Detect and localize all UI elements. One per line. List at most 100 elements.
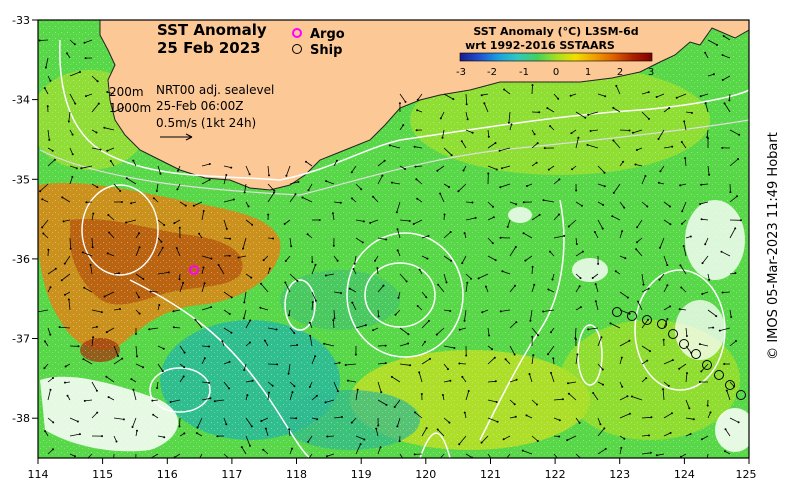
- current-arrow: [699, 343, 709, 347]
- current-arrow: [658, 129, 665, 140]
- current-arrow: [345, 363, 357, 366]
- current-arrow-head: [405, 280, 408, 283]
- current-arrow-head: [409, 364, 412, 367]
- current-arrow-head: [101, 435, 103, 438]
- current-arrow: [663, 255, 668, 266]
- current-arrow-head: [439, 192, 442, 195]
- current-arrow: [241, 446, 247, 455]
- current-arrow: [377, 175, 383, 185]
- current-arrow: [681, 287, 687, 293]
- current-arrow: [553, 179, 560, 185]
- current-arrow-head: [275, 328, 278, 331]
- current-arrow: [443, 273, 447, 283]
- current-arrow-head: [377, 424, 380, 427]
- current-arrow-head: [311, 301, 314, 304]
- current-arrow-head: [546, 107, 549, 110]
- current-arrow: [700, 201, 709, 205]
- current-arrow-head: [499, 310, 502, 313]
- current-arrow: [575, 237, 578, 245]
- current-arrow-head: [203, 357, 206, 360]
- current-arrow-head: [290, 245, 293, 248]
- current-arrow: [729, 195, 738, 203]
- current-arrow-head: [525, 414, 528, 417]
- current-arrow-head: [531, 335, 534, 338]
- current-arrow-head: [449, 379, 452, 382]
- current-arrow-head: [448, 186, 450, 188]
- current-arrow: [613, 140, 621, 149]
- current-arrow: [414, 412, 423, 419]
- current-arrow: [395, 309, 401, 315]
- current-arrow: [613, 183, 621, 194]
- current-arrow-head: [225, 227, 228, 230]
- current-arrow: [641, 175, 646, 185]
- argo-legend-label: Argo: [310, 27, 345, 42]
- current-arrow-head: [60, 279, 63, 282]
- current-arrow-head: [739, 219, 742, 222]
- current-arrow-head: [130, 202, 133, 205]
- current-arrow-head: [493, 356, 496, 359]
- current-arrow: [377, 362, 386, 365]
- current-arrow-head: [603, 185, 606, 188]
- current-arrow: [587, 144, 599, 149]
- current-arrow-head: [515, 203, 518, 206]
- current-arrow-head: [721, 291, 724, 294]
- current-arrow-head: [728, 99, 731, 102]
- current-arrow: [443, 363, 449, 370]
- current-arrow-head: [348, 287, 351, 290]
- current-arrow-head: [414, 411, 416, 414]
- y-tick-label: -38: [12, 412, 30, 425]
- current-arrow-head: [737, 158, 740, 160]
- current-arrow-head: [723, 450, 726, 453]
- current-arrow: [701, 435, 709, 440]
- current-arrow: [64, 255, 71, 264]
- eddy-contour: [284, 279, 316, 331]
- current-arrow: [113, 345, 119, 357]
- current-arrow-head: [106, 91, 109, 93]
- current-arrow: [262, 449, 269, 455]
- current-arrow: [641, 201, 648, 207]
- current-arrow-head: [594, 300, 597, 303]
- current-arrow: [619, 413, 631, 419]
- current-arrow-head: [680, 455, 682, 458]
- current-arrow-head: [659, 246, 661, 249]
- credit-text: © IMOS 05-Mar-2023 11:49 Hobart: [766, 132, 781, 360]
- current-arrow: [135, 291, 140, 298]
- current-arrow-head: [461, 375, 464, 378]
- current-arrow-head: [307, 440, 310, 443]
- current-arrow: [223, 327, 232, 334]
- current-arrow: [597, 448, 606, 455]
- current-arrow: [465, 129, 473, 134]
- current-arrow: [729, 158, 739, 167]
- current-arrow: [663, 432, 671, 437]
- current-arrow: [397, 250, 401, 257]
- current-arrow: [413, 219, 423, 225]
- current-arrow: [69, 165, 77, 169]
- current-arrow-head: [647, 117, 650, 120]
- current-arrow-head: [592, 392, 595, 394]
- current-arrow-head: [100, 311, 103, 314]
- current-arrow-head: [435, 333, 438, 336]
- current-arrow-head: [120, 201, 123, 203]
- current-arrow: [506, 453, 511, 458]
- current-arrow: [501, 165, 511, 169]
- current-arrow: [311, 291, 317, 301]
- current-arrow-head: [699, 203, 702, 205]
- current-arrow: [482, 309, 489, 313]
- current-arrow-head: [79, 71, 81, 73]
- ship-marker: [736, 390, 746, 400]
- current-arrow: [333, 160, 338, 167]
- current-arrow-head: [95, 325, 98, 328]
- current-arrow: [135, 453, 137, 458]
- current-arrow: [553, 93, 559, 100]
- current-arrow-head: [393, 406, 396, 408]
- current-arrow: [327, 435, 335, 437]
- colorbar-bar: [459, 52, 653, 62]
- current-arrow: [223, 309, 230, 315]
- x-tick: 118: [286, 458, 307, 481]
- current-arrow-head: [437, 460, 439, 462]
- current-arrow-head: [706, 404, 709, 407]
- current-arrow-head: [416, 305, 419, 307]
- current-arrow: [355, 435, 365, 440]
- current-arrow-head: [441, 394, 444, 396]
- current-arrow: [615, 85, 621, 95]
